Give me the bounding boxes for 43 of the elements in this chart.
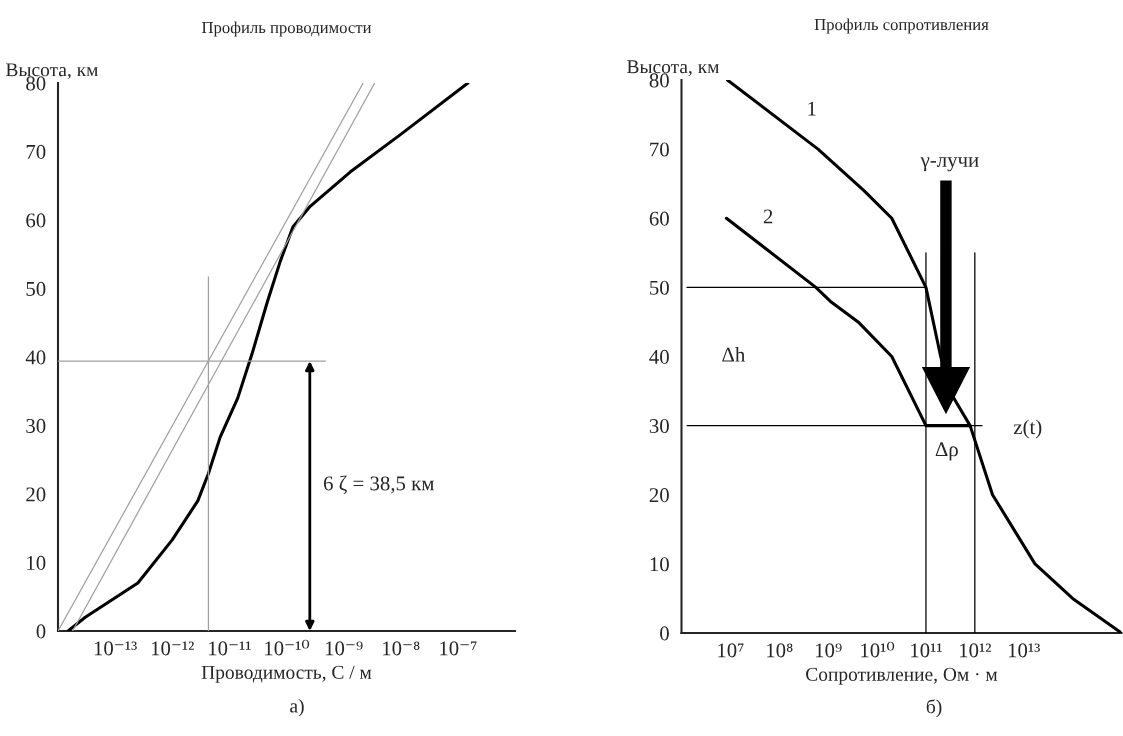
y-tick-label: 60 [26,213,46,228]
x-tick-label: 10⁷ [718,643,744,658]
y-tick-label: 0 [660,626,669,641]
y-tick-label: 10 [27,555,46,570]
x-tick-label: 10¹⁰ [861,641,895,658]
x-tick-label: 10¹¹ [911,643,942,658]
x-tick-label: 10⁻⁷ [440,641,477,656]
x-tick-label: 10⁹ [815,643,842,658]
y-tick-label: 0 [36,624,46,639]
x-tick-label: 10⁸ [767,643,793,658]
x-tick-label: 10¹² [960,643,992,658]
y-tick-label: 50 [650,280,669,295]
x-tick-label: 10¹³ [1008,643,1040,658]
y-tick-label: 20 [649,488,669,503]
x-axis-title: Сопротивление, Ом · м [806,667,998,685]
chart-title: Профиль сопротивления [814,18,989,34]
y-tick-label: 70 [26,144,46,159]
y-tick-label: 50 [26,281,46,296]
annotation: 6 ζ = 38,5 км [323,475,434,494]
y-tick-label: 30 [26,418,46,433]
y-tick-label: 60 [649,211,669,226]
x-tick-label: 10⁻⁹ [325,641,363,656]
annotation: z(t) [1013,419,1042,439]
y-tick-label: 20 [26,487,46,502]
annotation: 1 [808,101,816,116]
y-tick-label: 10 [650,557,669,572]
y-tick-label: 70 [650,142,669,157]
x-tick-label: 10⁻¹³ [94,641,137,656]
y-tick-label: 40 [649,349,669,364]
annotation: Δρ [935,442,958,461]
annotation: Δh [722,347,746,362]
x-tick-label: 10⁻¹⁰ [265,639,310,656]
x-tick-label: 10⁻¹² [151,641,194,656]
x-tick-label: 10⁻¹¹ [209,641,251,656]
annotation: 2 [763,209,773,224]
x-axis-title: Проводимость, С / м [201,665,372,683]
annotation: γ-лучи [920,157,979,172]
text: б) [926,699,942,718]
y-tick-label: 40 [25,350,46,365]
text: а) [290,698,304,717]
y-tick-label: 30 [649,419,669,434]
x-tick-label: 10⁻⁸ [383,641,420,656]
chart-title: Профиль проводимости [201,21,372,37]
